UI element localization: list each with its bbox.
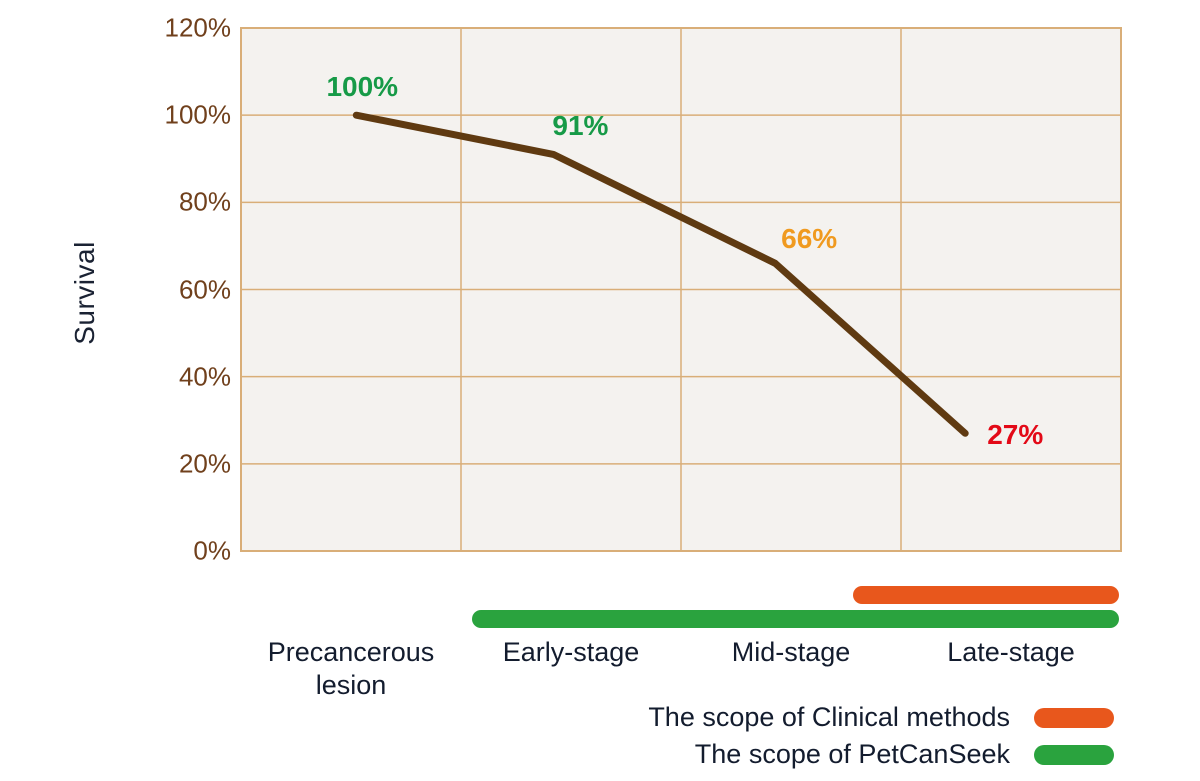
point-label: 66% bbox=[781, 223, 838, 255]
y-tick-label: 20% bbox=[178, 448, 231, 479]
x-tick-label: Precancerous lesion bbox=[267, 637, 435, 700]
y-tick-label: 40% bbox=[178, 361, 231, 392]
point-label: 100% bbox=[326, 71, 399, 103]
grid-and-line-svg bbox=[240, 27, 1122, 552]
legend-label: The scope of PetCanSeek bbox=[694, 739, 1010, 769]
grid-lines bbox=[241, 28, 1121, 551]
y-tick-label: 100% bbox=[164, 99, 232, 130]
x-tick-label: Late-stage bbox=[947, 637, 1075, 667]
legend: The scope of Clinical methods The scope o… bbox=[648, 702, 1114, 770]
legend-row: The scope of PetCanSeek bbox=[695, 739, 1114, 770]
y-tick-label: 60% bbox=[178, 274, 231, 304]
x-tick-label: Mid-stage bbox=[731, 637, 851, 667]
y-tick-label: 0% bbox=[193, 535, 231, 566]
x-tick-label: Early-stage bbox=[502, 637, 640, 667]
survival-line bbox=[352, 111, 969, 437]
point-label: 91% bbox=[552, 110, 609, 142]
legend-swatch-clinical bbox=[1034, 707, 1114, 728]
legend-label: The scope of Clinical methods bbox=[648, 702, 1010, 732]
scope-bar-clinical bbox=[852, 586, 1120, 604]
y-tick-label: 120% bbox=[164, 12, 232, 43]
legend-swatch-petcanseek bbox=[1034, 744, 1114, 765]
plot-border bbox=[240, 27, 1122, 552]
point-label: 27% bbox=[987, 419, 1044, 451]
scope-bar-petcanseek bbox=[472, 610, 1120, 628]
y-tick-label: 80% bbox=[178, 186, 231, 217]
plot-area bbox=[240, 27, 1122, 552]
legend-row: The scope of Clinical methods bbox=[648, 702, 1114, 733]
y-axis-title: Survival bbox=[69, 241, 100, 345]
